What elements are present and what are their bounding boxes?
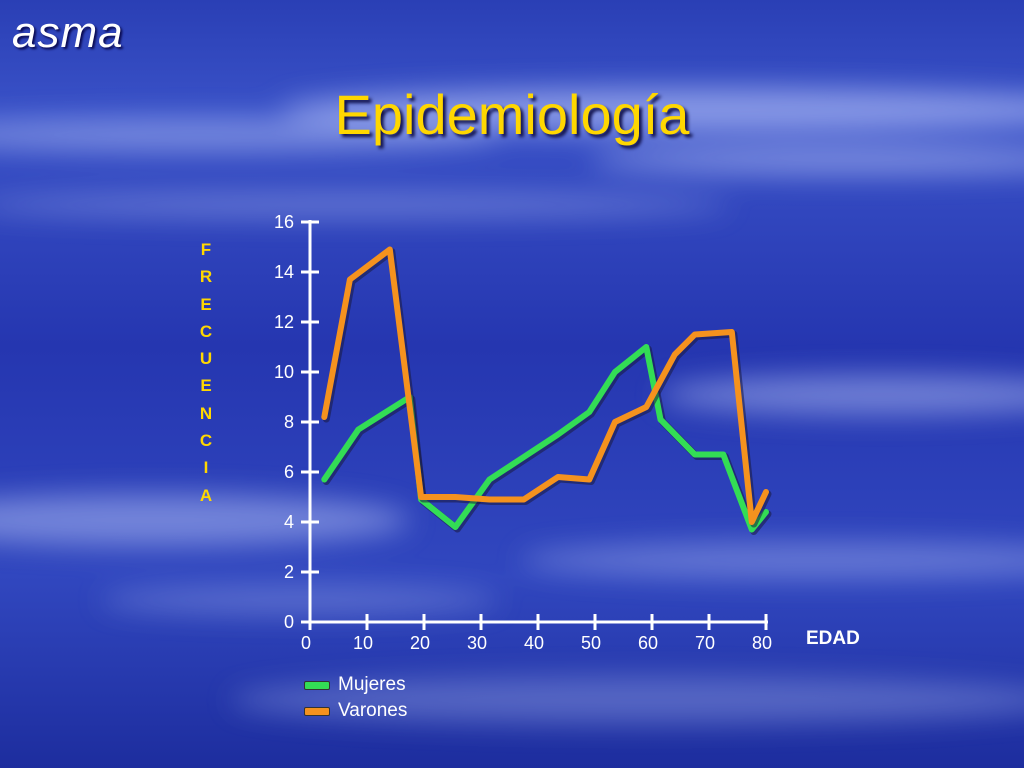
y-axis-label-letter: F <box>200 240 212 259</box>
chart-axes: 0 2 4 6 8 10 12 14 16 0 10 20 30 40 50 60 70 80 <box>274 212 772 653</box>
chart-legend: Mujeres Varones <box>304 672 407 724</box>
y-axis-label-letter: A <box>199 485 213 505</box>
x-tick-label: 40 <box>524 633 544 653</box>
legend-swatch-mujeres <box>304 680 330 690</box>
legend-swatch-varones <box>304 706 330 716</box>
y-tick-label: 2 <box>284 562 294 582</box>
series-line-mujeres <box>321 344 769 533</box>
brand-label: asma <box>12 8 124 57</box>
slide-title: Epidemiología <box>334 83 690 146</box>
legend-item-varones: Varones <box>304 698 407 724</box>
y-tick-label: 8 <box>284 412 294 432</box>
x-tick-label: 70 <box>695 633 715 653</box>
y-tick-label: 6 <box>284 462 294 482</box>
x-tick-label: 50 <box>581 633 601 653</box>
y-axis-label-letter: E <box>200 376 212 396</box>
y-axis-label-letter: I <box>203 458 209 478</box>
y-axis-label-letter: C <box>199 431 213 451</box>
series-line-varones <box>321 246 769 525</box>
x-tick-label: 0 <box>301 633 311 653</box>
chart-series <box>321 246 772 535</box>
x-tick-label: 60 <box>638 633 658 653</box>
y-axis-label-letter: C <box>199 321 213 341</box>
y-axis-label-letter: U <box>199 349 213 369</box>
legend-label-mujeres: Mujeres <box>338 674 406 695</box>
x-axis-label: EDAD <box>806 628 860 649</box>
x-tick-label: 10 <box>353 633 373 653</box>
legend-item-mujeres: Mujeres <box>304 672 407 698</box>
y-tick-label: 12 <box>274 312 294 332</box>
y-tick-label: 14 <box>274 262 294 282</box>
y-tick-label: 4 <box>284 512 294 532</box>
y-axis-label-letter: E <box>200 294 212 314</box>
y-axis-label-letter: R <box>199 267 213 287</box>
x-tick-label: 20 <box>410 633 430 653</box>
y-axis-label-letter: N <box>199 403 213 423</box>
y-tick-label: 16 <box>274 212 294 232</box>
x-tick-label: 80 <box>752 633 772 653</box>
legend-label-varones: Varones <box>338 700 408 721</box>
y-tick-label: 0 <box>284 612 294 632</box>
x-tick-label: 30 <box>467 633 487 653</box>
y-tick-label: 10 <box>274 362 294 382</box>
